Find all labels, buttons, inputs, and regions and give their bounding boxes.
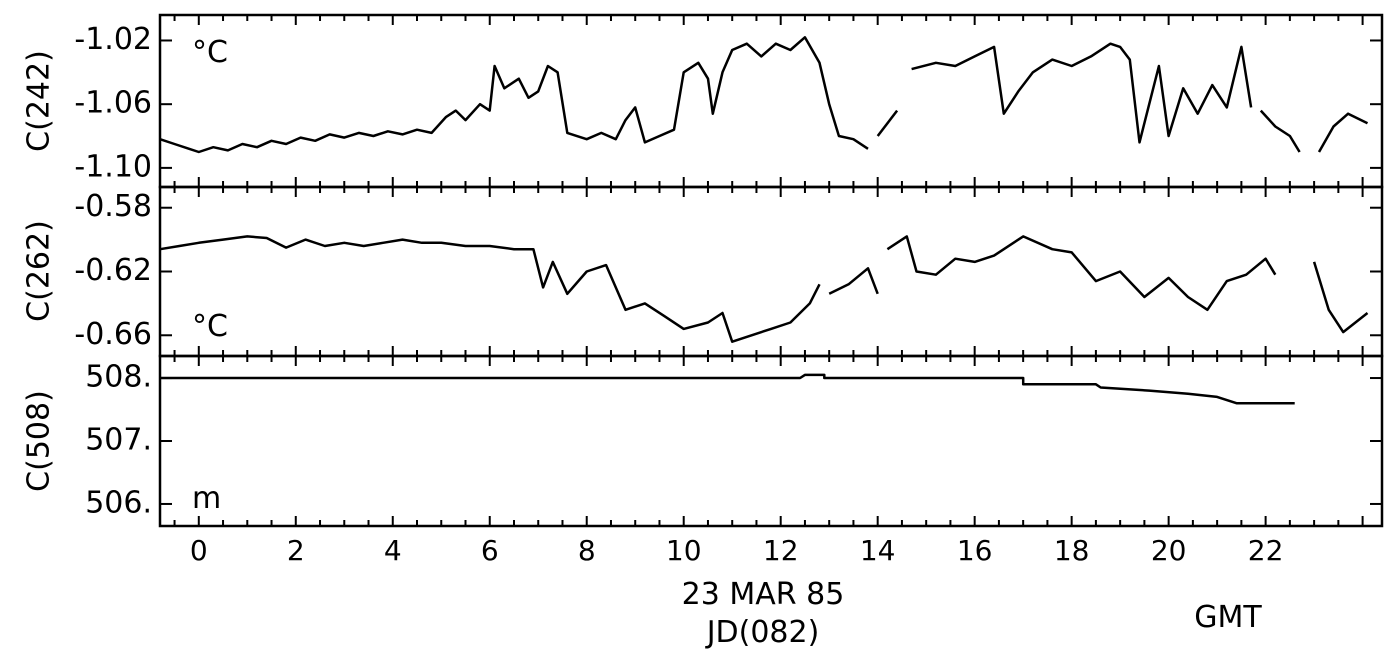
series-line — [911, 42, 1253, 144]
y-tick-label: -0.62 — [74, 253, 152, 288]
y-tick-label: -0.66 — [74, 317, 152, 352]
unit-label-c242: °C — [192, 35, 228, 70]
panel-c242: -1.02 -1.06 -1.10 C(242) °C — [22, 13, 1384, 189]
series-line — [160, 373, 1295, 405]
y-tick-labels-c508: 508. 507. 506. — [85, 360, 152, 521]
x-tick-label: 6 — [481, 534, 499, 567]
x-tick-label: 2 — [287, 534, 305, 567]
x-tick-label: 12 — [763, 534, 799, 567]
x-tick-label: 14 — [860, 534, 896, 567]
y-tick-label: -1.06 — [74, 86, 152, 121]
series-line — [886, 235, 1277, 312]
series-line — [1317, 112, 1369, 153]
panel-c262: -0.58 -0.62 -0.66 C(262) °C — [22, 185, 1384, 358]
series-line — [1259, 109, 1301, 153]
x-tick-labels: 0 2 4 6 8 10 12 14 16 18 20 22 — [190, 534, 1284, 567]
y-tick-labels-c242: -1.02 -1.06 -1.10 — [74, 22, 152, 184]
series-line — [159, 235, 821, 343]
series-c508 — [160, 373, 1295, 405]
timezone-caption: GMT — [1194, 600, 1262, 635]
y-axis-label-c242: C(242) — [22, 50, 57, 152]
x-tick-label: 4 — [384, 534, 402, 567]
y-tick-labels-c262: -0.58 -0.62 -0.66 — [74, 189, 152, 352]
unit-label-c508: m — [192, 481, 221, 516]
x-tick-label: 16 — [957, 534, 993, 567]
y-tick-label: -0.58 — [74, 189, 152, 224]
y-tick-label: -1.02 — [74, 22, 152, 57]
x-tick-label: 22 — [1248, 534, 1284, 567]
date-caption: 23 MAR 85 — [682, 577, 845, 612]
x-tick-label: 20 — [1151, 534, 1187, 567]
series-line — [828, 267, 879, 295]
x-tick-label: 8 — [578, 534, 596, 567]
julian-day-caption: JD(082) — [705, 615, 820, 650]
panel-ticks-c262 — [160, 187, 1382, 356]
x-tick-label: 10 — [666, 534, 702, 567]
series-line — [876, 109, 899, 137]
panel-frame-c242 — [158, 13, 1384, 189]
unit-label-c262: °C — [192, 309, 228, 344]
series-c242 — [159, 36, 1369, 154]
panel-frame-c508 — [158, 354, 1384, 528]
panel-ticks-c508 — [160, 356, 1382, 526]
series-line — [1312, 261, 1369, 334]
series-c262 — [159, 235, 1369, 343]
y-tick-label: 506. — [85, 485, 152, 520]
panel-ticks-c242 — [160, 15, 1382, 187]
y-tick-label: 507. — [85, 423, 152, 458]
x-tick-label: 18 — [1054, 534, 1090, 567]
series-line — [159, 36, 869, 154]
y-axis-label-c262: C(262) — [22, 220, 57, 322]
y-tick-label: -1.10 — [74, 149, 152, 184]
y-tick-label: 508. — [85, 360, 152, 395]
panel-frame-c262 — [158, 185, 1384, 358]
x-tick-label: 0 — [190, 534, 208, 567]
panel-c508: 508. 507. 506. C(508) m — [22, 354, 1384, 528]
y-axis-label-c508: C(508) — [22, 390, 57, 492]
